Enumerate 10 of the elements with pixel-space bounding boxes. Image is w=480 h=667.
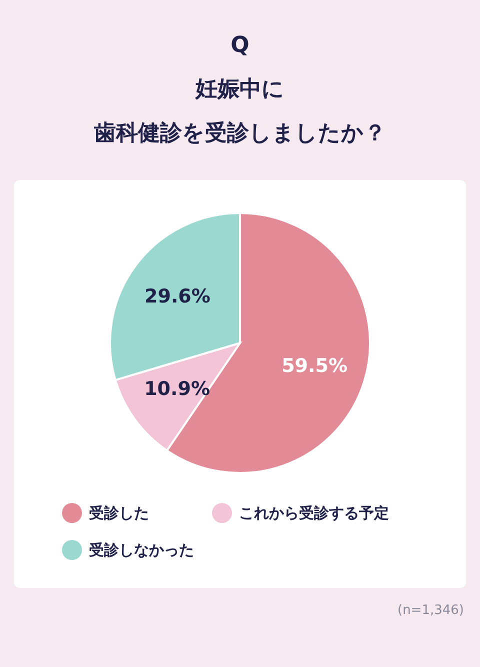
- legend-label: 受診した: [88, 504, 149, 522]
- legend-label: 受診しなかった: [88, 541, 194, 559]
- text: (n=1,346): [398, 603, 464, 618]
- data-label: 59.5%: [282, 354, 348, 377]
- chart-subtitle: 歯科健診を受診しましたか？: [93, 121, 386, 146]
- data-label: 29.6%: [144, 285, 210, 308]
- legend-label: これから受診する予定: [239, 504, 389, 522]
- chart-title: 妊娠中に: [194, 77, 284, 102]
- data-label: 10.9%: [144, 378, 210, 400]
- text: Q: [230, 33, 250, 58]
